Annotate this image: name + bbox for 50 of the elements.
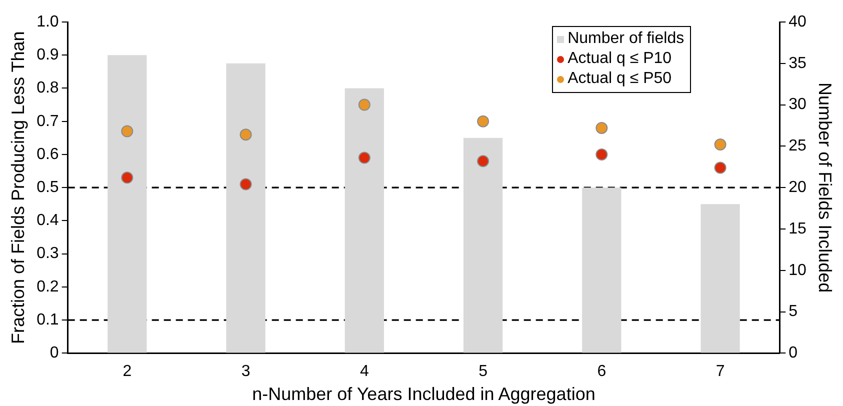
y-tick-label: 0.7 <box>36 112 59 130</box>
point <box>240 128 252 141</box>
y2-tick-label: 35 <box>788 54 806 72</box>
point <box>477 155 490 168</box>
y-tick-label: 0.8 <box>36 80 59 97</box>
point <box>596 122 608 134</box>
x-tick-label: 2 <box>122 363 132 380</box>
bar <box>582 188 622 353</box>
point <box>714 162 726 174</box>
y2-tick-label: 40 <box>788 13 806 30</box>
x-tick-label: 7 <box>716 363 725 380</box>
legend-label: Actual q ≤ P50 <box>568 69 672 89</box>
y2-tick-label: 15 <box>788 220 806 238</box>
bar <box>700 204 740 353</box>
legend-label: Number of fields <box>568 29 684 49</box>
point <box>121 172 134 184</box>
y-axis-title: Fraction of Fields Producing Less Than <box>8 31 28 344</box>
bar <box>344 88 384 353</box>
y2-tick-label: 20 <box>788 179 806 196</box>
y-tick-label: 0 <box>50 344 59 362</box>
bar <box>108 55 147 353</box>
bar <box>226 63 266 353</box>
y2-axis-title: Number of Fields Included <box>815 82 836 293</box>
y2-tick-label: 10 <box>788 262 806 279</box>
y-tick-label: 0.5 <box>36 179 59 196</box>
y-tick-label: 0.6 <box>36 146 59 163</box>
point <box>714 138 726 151</box>
y-tick-label: 0.3 <box>36 245 59 262</box>
y-tick-label: 1.0 <box>36 13 59 30</box>
x-tick-label: 6 <box>597 363 606 380</box>
x-tick-label: 4 <box>360 363 369 380</box>
x-axis-title: n-Number of Years Included in Aggregation <box>252 384 596 404</box>
y-tick-label: 0.4 <box>36 212 59 230</box>
y-tick-label: 0.2 <box>36 278 59 296</box>
y2-tick-label: 30 <box>788 96 806 114</box>
y2-tick-label: 5 <box>788 303 798 320</box>
point <box>240 178 252 190</box>
bar <box>463 138 503 353</box>
y2-tick-label: 25 <box>788 138 806 155</box>
point <box>477 115 490 128</box>
x-tick-label: 5 <box>478 363 488 380</box>
y2-tick-label: 0 <box>788 344 798 362</box>
point <box>121 125 134 138</box>
y-tick-label: 0.9 <box>36 46 59 64</box>
point <box>358 98 370 111</box>
x-tick-label: 3 <box>241 363 250 380</box>
y-tick-label: 0.1 <box>36 311 59 328</box>
legend-label: Actual q ≤ P10 <box>568 49 672 69</box>
point <box>358 152 370 164</box>
point <box>596 148 608 160</box>
